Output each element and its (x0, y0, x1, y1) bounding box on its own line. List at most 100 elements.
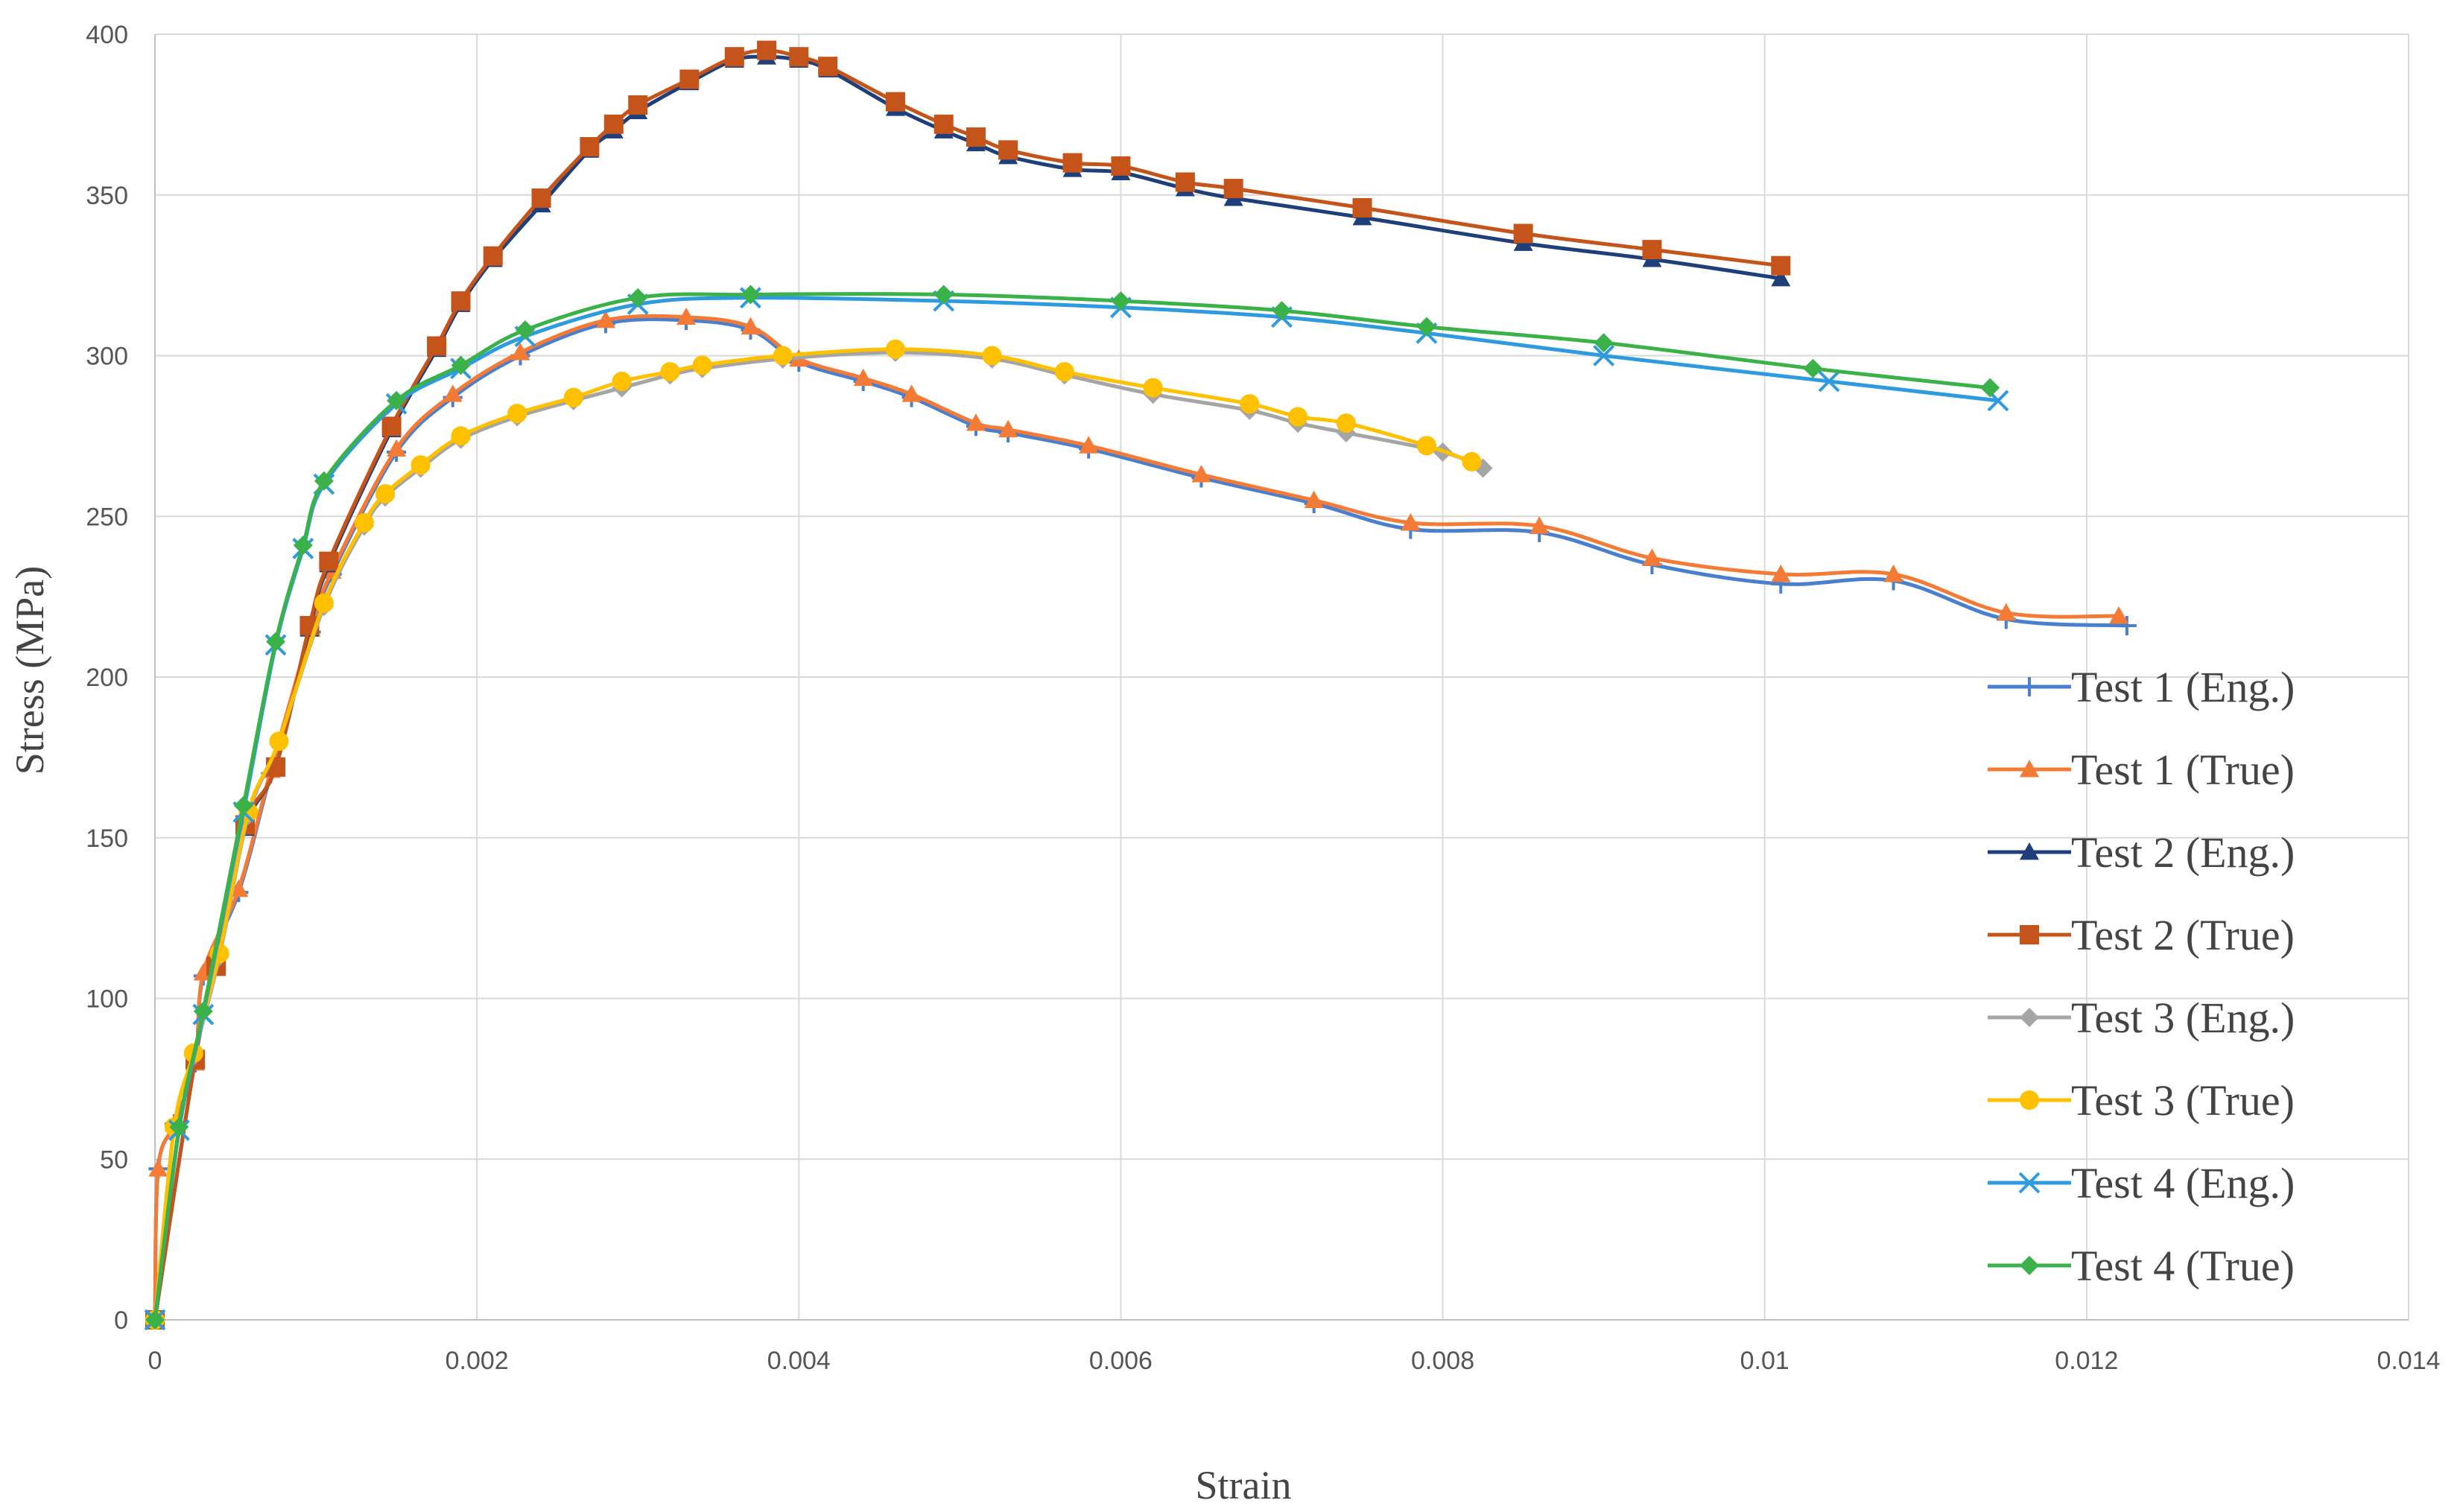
legend-label: Test 3 (Eng.) (2071, 994, 2295, 1042)
data-point (724, 47, 744, 67)
series-4 (145, 40, 1791, 1330)
legend-label: Test 3 (True) (2071, 1076, 2295, 1125)
data-point (1462, 451, 1482, 471)
data-point (580, 137, 600, 157)
data-point (515, 320, 535, 340)
data-point (1062, 153, 1082, 173)
data-point (443, 384, 463, 402)
tick-labels: 0 0.002 0.004 0.006 0.008 0.01 0.012 0.014 0 50 10… (86, 21, 2440, 1375)
data-point (966, 127, 986, 147)
data-point (451, 426, 471, 446)
data-point (1593, 345, 1615, 366)
data-point (1054, 362, 1074, 382)
data-point (1529, 516, 1550, 534)
y-tick-label: 50 (100, 1146, 128, 1174)
series-line (153, 54, 1781, 1321)
data-point (1883, 564, 1903, 582)
legend-swatch-marker (2020, 842, 2039, 860)
x-tick-label: 0.014 (2377, 1347, 2440, 1375)
data-point (319, 551, 339, 571)
data-point (741, 317, 761, 335)
data-point (193, 1001, 213, 1021)
data-point (596, 311, 615, 328)
data-point (1771, 255, 1791, 276)
legend-item: Test 3 (Eng.) (1988, 994, 2295, 1042)
legend-label: Test 2 (True) (2071, 911, 2295, 959)
data-point (1416, 317, 1436, 337)
y-tick-label: 250 (86, 503, 128, 531)
series-8 (145, 285, 2000, 1330)
legend-label: Test 4 (True) (2071, 1242, 2295, 1290)
data-point (1143, 378, 1163, 398)
data-point (354, 512, 374, 533)
legend-label: Test 2 (Eng.) (2071, 828, 2295, 877)
series-line (153, 48, 1781, 1321)
series-1 (145, 311, 2137, 1330)
legend-item: Test 2 (Eng.) (1988, 828, 2295, 877)
data-point (1642, 240, 1662, 260)
legend-item: Test 4 (Eng.) (1988, 1159, 2295, 1207)
data-point (966, 413, 986, 431)
series-line (153, 292, 1991, 1321)
data-point (1416, 436, 1436, 456)
legend-swatch-marker (2020, 760, 2039, 778)
data-point (1288, 407, 1308, 427)
x-tick-label: 0.004 (767, 1347, 831, 1375)
legend-item: Test 4 (True) (1988, 1242, 2295, 1290)
data-point (2109, 606, 2129, 624)
data-point (269, 731, 289, 752)
data-point (676, 307, 697, 325)
data-point (901, 384, 922, 402)
y-tick-label: 0 (114, 1306, 128, 1335)
data-point (679, 69, 700, 89)
data-point (757, 40, 777, 60)
data-point (692, 355, 712, 375)
data-point (1594, 333, 1614, 353)
data-point (1175, 172, 1195, 192)
y-axis-title: Stress (MPa) (7, 566, 52, 775)
y-tick-label: 350 (86, 182, 128, 210)
data-point (507, 404, 527, 424)
x-tick-label: 0 (148, 1347, 162, 1375)
data-point (1111, 291, 1131, 311)
data-point (169, 1117, 189, 1137)
legend-swatch-marker (2020, 925, 2039, 944)
data-point (933, 285, 954, 305)
data-point (998, 140, 1018, 160)
data-point (145, 1310, 165, 1330)
data-point (853, 368, 873, 387)
series-line (153, 314, 2120, 1321)
legend-label: Test 1 (Eng.) (2071, 663, 2295, 711)
x-tick-label: 0.006 (1089, 1347, 1153, 1375)
data-point (1401, 512, 1421, 531)
data-point (381, 416, 402, 436)
data-point (1336, 413, 1356, 433)
data-point (1771, 268, 1791, 287)
data-point (266, 632, 286, 652)
data-point (193, 962, 213, 981)
data-point (628, 95, 648, 115)
data-point (387, 439, 407, 457)
data-point (148, 1159, 168, 1177)
data-point (1996, 603, 2016, 621)
data-point (314, 593, 334, 613)
y-tick-label: 400 (86, 21, 128, 49)
x-tick-label: 0.002 (446, 1347, 509, 1375)
data-point (451, 355, 471, 375)
data-point (1642, 548, 1662, 566)
data-point (1240, 394, 1260, 414)
legend-swatch-marker (2020, 677, 2039, 696)
series-3 (145, 47, 1791, 1328)
data-point (1272, 301, 1292, 321)
data-point (603, 114, 624, 134)
legend-item: Test 1 (Eng.) (1988, 663, 2295, 711)
series-5 (145, 343, 1493, 1330)
x-tick-label: 0.012 (2055, 1347, 2118, 1375)
data-point (233, 795, 253, 816)
data-point (1352, 198, 1372, 218)
data-point (789, 47, 809, 67)
axes (154, 34, 2409, 1321)
x-tick-label: 0.008 (1411, 1347, 1474, 1375)
